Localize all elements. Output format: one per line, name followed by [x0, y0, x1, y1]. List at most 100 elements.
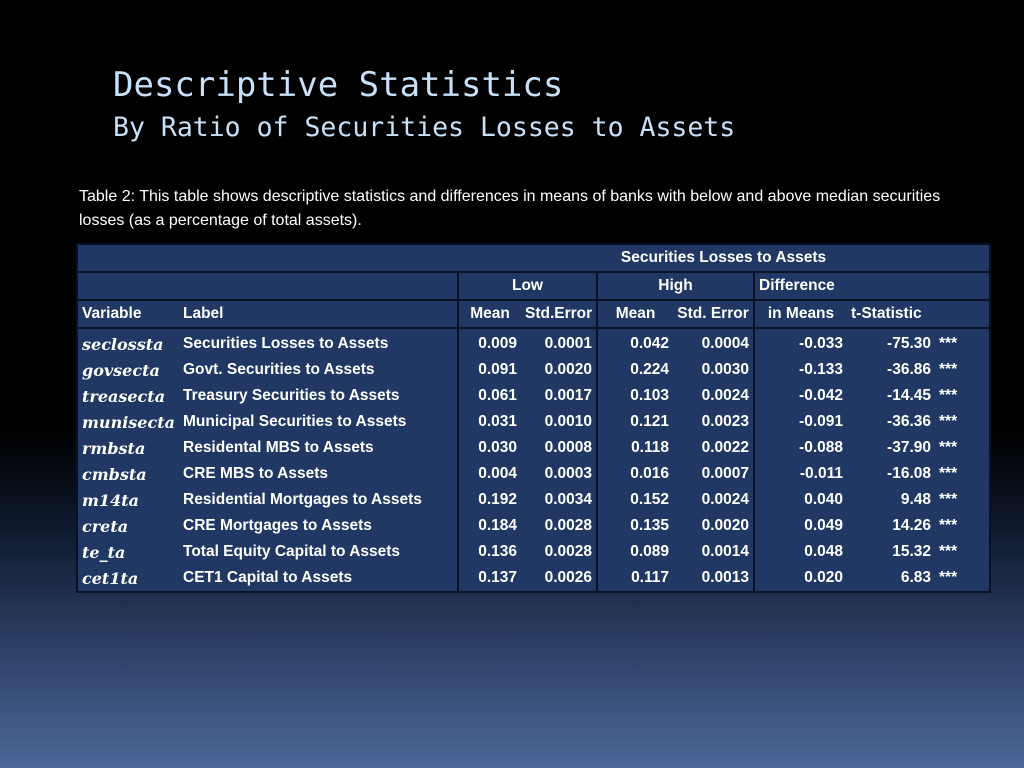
cell-high-mean: 0.121	[596, 409, 673, 435]
subgroup-header-row: Low High Difference	[77, 272, 991, 301]
table-row: seclossta Securities Losses to Assets 0.00…	[77, 328, 990, 357]
cell-high-se: 0.0007	[701, 465, 749, 482]
column-header-diff: in Means	[753, 300, 847, 329]
column-header-tstat: t-Statistic	[847, 300, 991, 329]
cell-tstat: -37.90	[887, 439, 931, 456]
table-row: govsecta Govt. Securities to Assets 0.091 0…	[77, 357, 990, 383]
title-block: Descriptive Statistics By Ratio of Secur…	[113, 62, 735, 148]
column-header-label: Label	[179, 300, 458, 329]
cell-tstat: -16.08	[887, 465, 931, 482]
cell-low-se: 0.0028	[544, 543, 592, 560]
table-row: rmbsta Residental MBS to Assets 0.030 0.000…	[77, 435, 990, 461]
cell-tstat: 6.83	[900, 569, 931, 586]
group-header-row: Securities Losses to Assets	[77, 244, 991, 273]
cell-diff: -0.011	[753, 461, 847, 487]
cell-high-mean: 0.135	[596, 513, 673, 539]
cell-diff: 0.049	[753, 513, 847, 539]
cell-label: Total Equity Capital to Assets	[183, 543, 401, 560]
cell-tstat: -75.30	[887, 335, 931, 352]
cell-label: CRE Mortgages to Assets	[183, 517, 372, 534]
column-header-low-mean: Mean	[457, 300, 521, 329]
cell-tstat: 14.26	[892, 517, 931, 534]
cell-significance: ***	[939, 387, 958, 404]
cell-low-se: 0.0028	[544, 517, 592, 534]
cell-high-se: 0.0013	[701, 569, 749, 586]
cell-variable: te_ta	[82, 542, 126, 562]
cell-low-mean: 0.031	[457, 409, 521, 435]
cell-high-se: 0.0022	[701, 439, 749, 456]
cell-tstat: 9.48	[900, 491, 931, 508]
cell-variable: munisecta	[82, 412, 175, 432]
cell-diff: -0.042	[753, 383, 847, 409]
cell-high-mean: 0.016	[596, 461, 673, 487]
cell-variable: rmbsta	[82, 438, 146, 458]
cell-significance: ***	[939, 413, 958, 430]
cell-high-se: 0.0024	[701, 387, 749, 404]
cell-significance: ***	[939, 361, 958, 378]
cell-variable: m14ta	[82, 490, 139, 510]
cell-high-mean: 0.152	[596, 487, 673, 513]
cell-significance: ***	[939, 439, 958, 456]
cell-variable: cet1ta	[82, 568, 139, 588]
column-header-row: Variable Label Mean Std.Error Mean Std. …	[77, 300, 991, 329]
cell-variable: cmbsta	[82, 464, 147, 484]
table-row: creta CRE Mortgages to Assets 0.184 0.0028 0…	[77, 513, 990, 539]
cell-low-se: 0.0010	[544, 413, 592, 430]
cell-high-se: 0.0004	[701, 335, 749, 352]
table-row: m14ta Residential Mortgages to Assets 0.19…	[77, 487, 990, 513]
cell-low-mean: 0.184	[457, 513, 521, 539]
table-row: munisecta Municipal Securities to Assets 0…	[77, 409, 990, 435]
cell-low-se: 0.0001	[544, 335, 592, 352]
cell-high-mean: 0.042	[596, 328, 673, 357]
cell-significance: ***	[939, 517, 958, 534]
cell-low-se: 0.0008	[544, 439, 592, 456]
cell-high-se: 0.0020	[701, 517, 749, 534]
cell-high-mean: 0.103	[596, 383, 673, 409]
cell-significance: ***	[939, 491, 958, 508]
table-caption: Table 2: This table shows descriptive st…	[79, 188, 941, 229]
cell-diff: 0.040	[753, 487, 847, 513]
cell-high-mean: 0.224	[596, 357, 673, 383]
cell-variable: treasecta	[82, 386, 166, 406]
cell-high-mean: 0.089	[596, 539, 673, 565]
cell-low-mean: 0.091	[457, 357, 521, 383]
cell-low-mean: 0.192	[457, 487, 521, 513]
cell-low-mean: 0.061	[457, 383, 521, 409]
cell-label: Municipal Securities to Assets	[183, 413, 407, 430]
cell-high-mean: 0.118	[596, 435, 673, 461]
cell-label: CRE MBS to Assets	[183, 465, 328, 482]
cell-label: Govt. Securities to Assets	[183, 361, 375, 378]
table-row: treasecta Treasury Securities to Assets 0.…	[77, 383, 990, 409]
cell-tstat: -36.36	[887, 413, 931, 430]
column-header-low-se: Std.Error	[521, 300, 597, 329]
cell-significance: ***	[939, 335, 958, 352]
cell-variable: creta	[82, 516, 129, 536]
cell-label: Residental MBS to Assets	[183, 439, 374, 456]
cell-tstat: -14.45	[887, 387, 931, 404]
table-row: te_ta Total Equity Capital to Assets 0.136…	[77, 539, 990, 565]
group-header: Securities Losses to Assets	[458, 244, 991, 273]
column-header-variable: Variable	[77, 300, 179, 329]
cell-high-se: 0.0030	[701, 361, 749, 378]
cell-diff: -0.133	[753, 357, 847, 383]
cell-low-mean: 0.136	[457, 539, 521, 565]
cell-diff: -0.033	[753, 328, 847, 357]
high-header: High	[596, 272, 754, 301]
cell-low-se: 0.0003	[544, 465, 592, 482]
cell-diff: -0.088	[753, 435, 847, 461]
cell-high-se: 0.0023	[701, 413, 749, 430]
cell-diff: 0.020	[753, 565, 847, 592]
cell-low-mean: 0.004	[457, 461, 521, 487]
table-row: cmbsta CRE MBS to Assets 0.004 0.0003 0.016 0…	[77, 461, 990, 487]
cell-high-mean: 0.117	[596, 565, 673, 592]
cell-label: Securities Losses to Assets	[183, 335, 389, 352]
table-row: cet1ta CET1 Capital to Assets 0.137 0.0026 0…	[77, 565, 990, 592]
cell-tstat: 15.32	[892, 543, 931, 560]
slide-title: Descriptive Statistics	[113, 65, 564, 105]
cell-high-se: 0.0024	[701, 491, 749, 508]
cell-low-se: 0.0020	[544, 361, 592, 378]
cell-label: Treasury Securities to Assets	[183, 387, 400, 404]
cell-significance: ***	[939, 543, 958, 560]
cell-variable: govsecta	[82, 360, 160, 380]
